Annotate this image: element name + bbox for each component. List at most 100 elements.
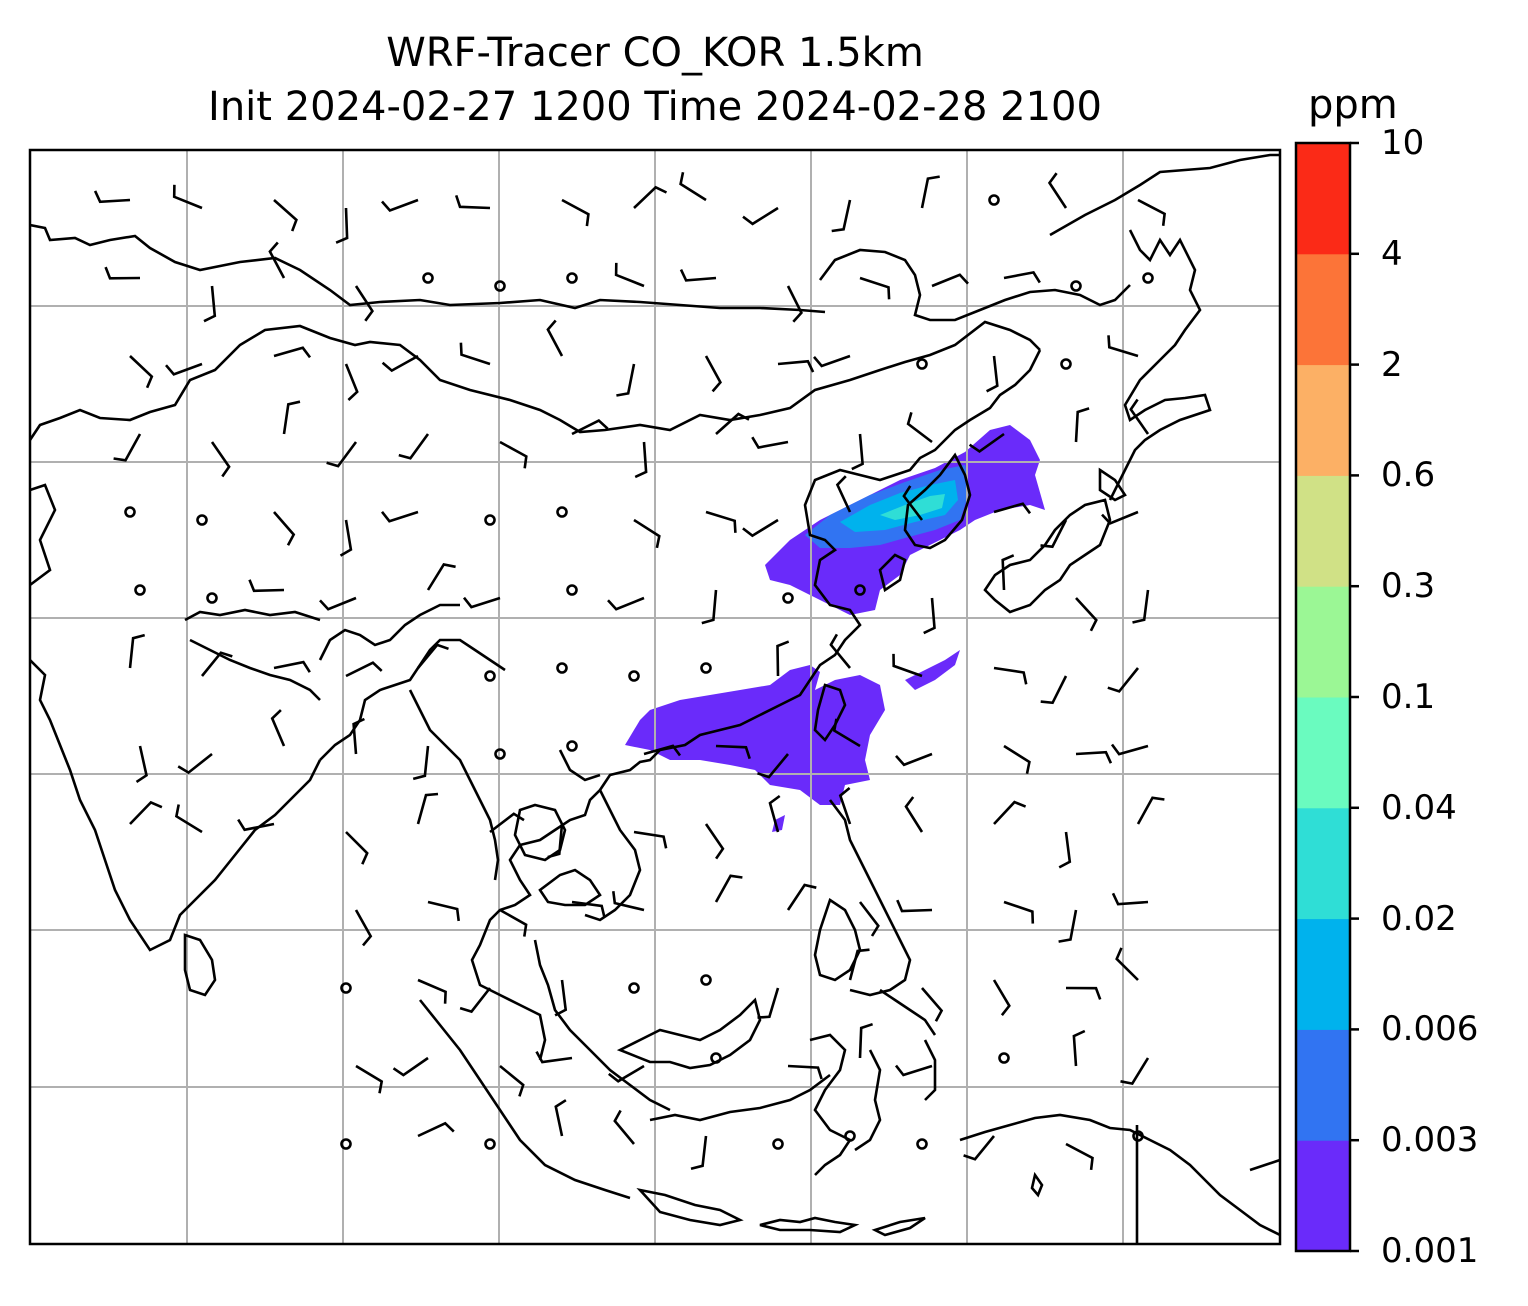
- wind-barb: [993, 666, 1028, 685]
- wind-barb: [895, 752, 933, 767]
- wind-barb: [210, 441, 231, 478]
- calm-wind-circle: [710, 1052, 722, 1064]
- wind-barb: [1120, 1057, 1150, 1086]
- wind-barb: [904, 796, 924, 833]
- calm-wind-circle: [998, 1052, 1010, 1064]
- wind-barb: [345, 661, 383, 678]
- colorbar-segment: [1296, 253, 1350, 366]
- wind-barb: [742, 518, 779, 538]
- wind-barb: [607, 596, 645, 611]
- wind-barb: [1003, 900, 1035, 924]
- wind-barb: [416, 792, 439, 825]
- wind-barb: [1136, 796, 1165, 825]
- calm-wind-circle: [134, 584, 146, 596]
- wind-barb: [426, 563, 456, 591]
- map-title: WRF-Tracer CO_KOR 1.5km: [386, 30, 924, 76]
- wind-barb: [1003, 744, 1031, 774]
- wind-barb: [751, 436, 789, 449]
- colorbar-segment: [1296, 1140, 1350, 1252]
- colorbar-tick-label: 10: [1381, 123, 1425, 163]
- wind-barb: [986, 355, 999, 393]
- wind-barb: [561, 198, 590, 227]
- wind-barb: [993, 502, 1032, 515]
- calm-wind-circle: [556, 662, 568, 674]
- colorbar-segment: [1296, 1029, 1350, 1141]
- wind-barb: [705, 510, 737, 533]
- colorbar-tick-label: 0.006: [1381, 1009, 1479, 1050]
- wind-barb: [200, 651, 233, 677]
- calm-wind-circle: [916, 358, 928, 370]
- calm-wind-circle: [566, 272, 578, 284]
- wind-barb: [459, 987, 492, 1014]
- calm-wind-circle: [854, 584, 866, 596]
- calm-wind-circle: [1070, 280, 1082, 292]
- wind-barb: [427, 900, 460, 922]
- wind-barb: [273, 511, 296, 546]
- wind-barb: [535, 1050, 573, 1064]
- wind-barb: [392, 1056, 429, 1077]
- wind-barb: [412, 745, 430, 781]
- wind-barb: [1075, 750, 1113, 764]
- colorbar-segment: [1296, 586, 1350, 698]
- wind-barb: [237, 818, 275, 832]
- wind-barb: [921, 987, 944, 1022]
- wind-barb: [848, 948, 870, 981]
- wind-barb: [742, 206, 779, 226]
- wind-barb: [704, 823, 725, 860]
- wind-barb: [776, 640, 790, 677]
- wind-barb: [634, 441, 648, 479]
- wind-barb: [786, 883, 817, 911]
- wind-barb: [704, 355, 722, 393]
- wind-barb: [768, 794, 781, 833]
- calm-wind-circle: [340, 982, 352, 994]
- calm-wind-circle: [772, 1138, 784, 1150]
- calm-wind-circle: [206, 592, 218, 604]
- wind-barb: [1107, 335, 1139, 358]
- calm-wind-circle: [494, 748, 506, 760]
- colorbar-segment: [1296, 143, 1350, 255]
- wind-barb: [268, 241, 286, 279]
- wind-barb: [1107, 667, 1140, 693]
- calm-wind-circle: [484, 514, 496, 526]
- wind-barb: [858, 1022, 874, 1059]
- colorbar-tick-label: 0.02: [1381, 898, 1457, 939]
- colorbar-tick-label: 0.04: [1381, 787, 1457, 828]
- calm-wind-circle: [1060, 358, 1072, 370]
- wind-barb: [858, 901, 880, 937]
- wind-barb: [1072, 1029, 1086, 1067]
- wind-barb: [892, 653, 923, 678]
- wind-barb: [1137, 198, 1166, 226]
- wind-barb: [129, 800, 163, 825]
- wind-barb: [417, 643, 449, 669]
- wind-barb: [319, 596, 357, 611]
- wind-barb: [643, 744, 682, 757]
- colorbar-tick-label: 0.1: [1381, 677, 1436, 717]
- wind-barb: [1101, 510, 1139, 525]
- gridlines: [30, 150, 1280, 1244]
- wind-barb: [128, 633, 146, 669]
- wind-barb: [113, 433, 142, 462]
- wind-barb: [829, 633, 852, 669]
- calm-wind-circle: [628, 670, 640, 682]
- wind-barb: [248, 579, 285, 593]
- wind-barb: [571, 900, 606, 918]
- calm-wind-circle: [916, 1138, 928, 1150]
- wind-barb: [1115, 947, 1139, 981]
- wind-barb: [203, 285, 217, 323]
- wind-barb: [1058, 909, 1078, 943]
- wind-barb: [757, 753, 790, 779]
- wind-barb: [352, 717, 365, 755]
- wind-barb: [335, 207, 349, 244]
- wind-barb: [270, 709, 286, 747]
- wind-barb: [1111, 892, 1149, 906]
- wind-barb: [273, 346, 312, 359]
- wind-barb: [906, 412, 933, 444]
- wind-barb: [380, 510, 419, 523]
- wind-barb: [1065, 986, 1102, 1000]
- wind-barb: [902, 485, 924, 521]
- wind-barb: [381, 354, 419, 373]
- wind-barb: [417, 1121, 455, 1138]
- plume-north-core: [840, 480, 958, 532]
- calm-wind-circle: [566, 740, 578, 752]
- wind-barb: [355, 1064, 384, 1094]
